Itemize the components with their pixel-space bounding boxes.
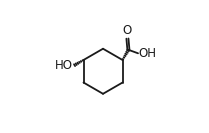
Text: OH: OH — [139, 47, 157, 60]
Text: O: O — [123, 24, 132, 37]
Text: HO: HO — [55, 59, 73, 72]
